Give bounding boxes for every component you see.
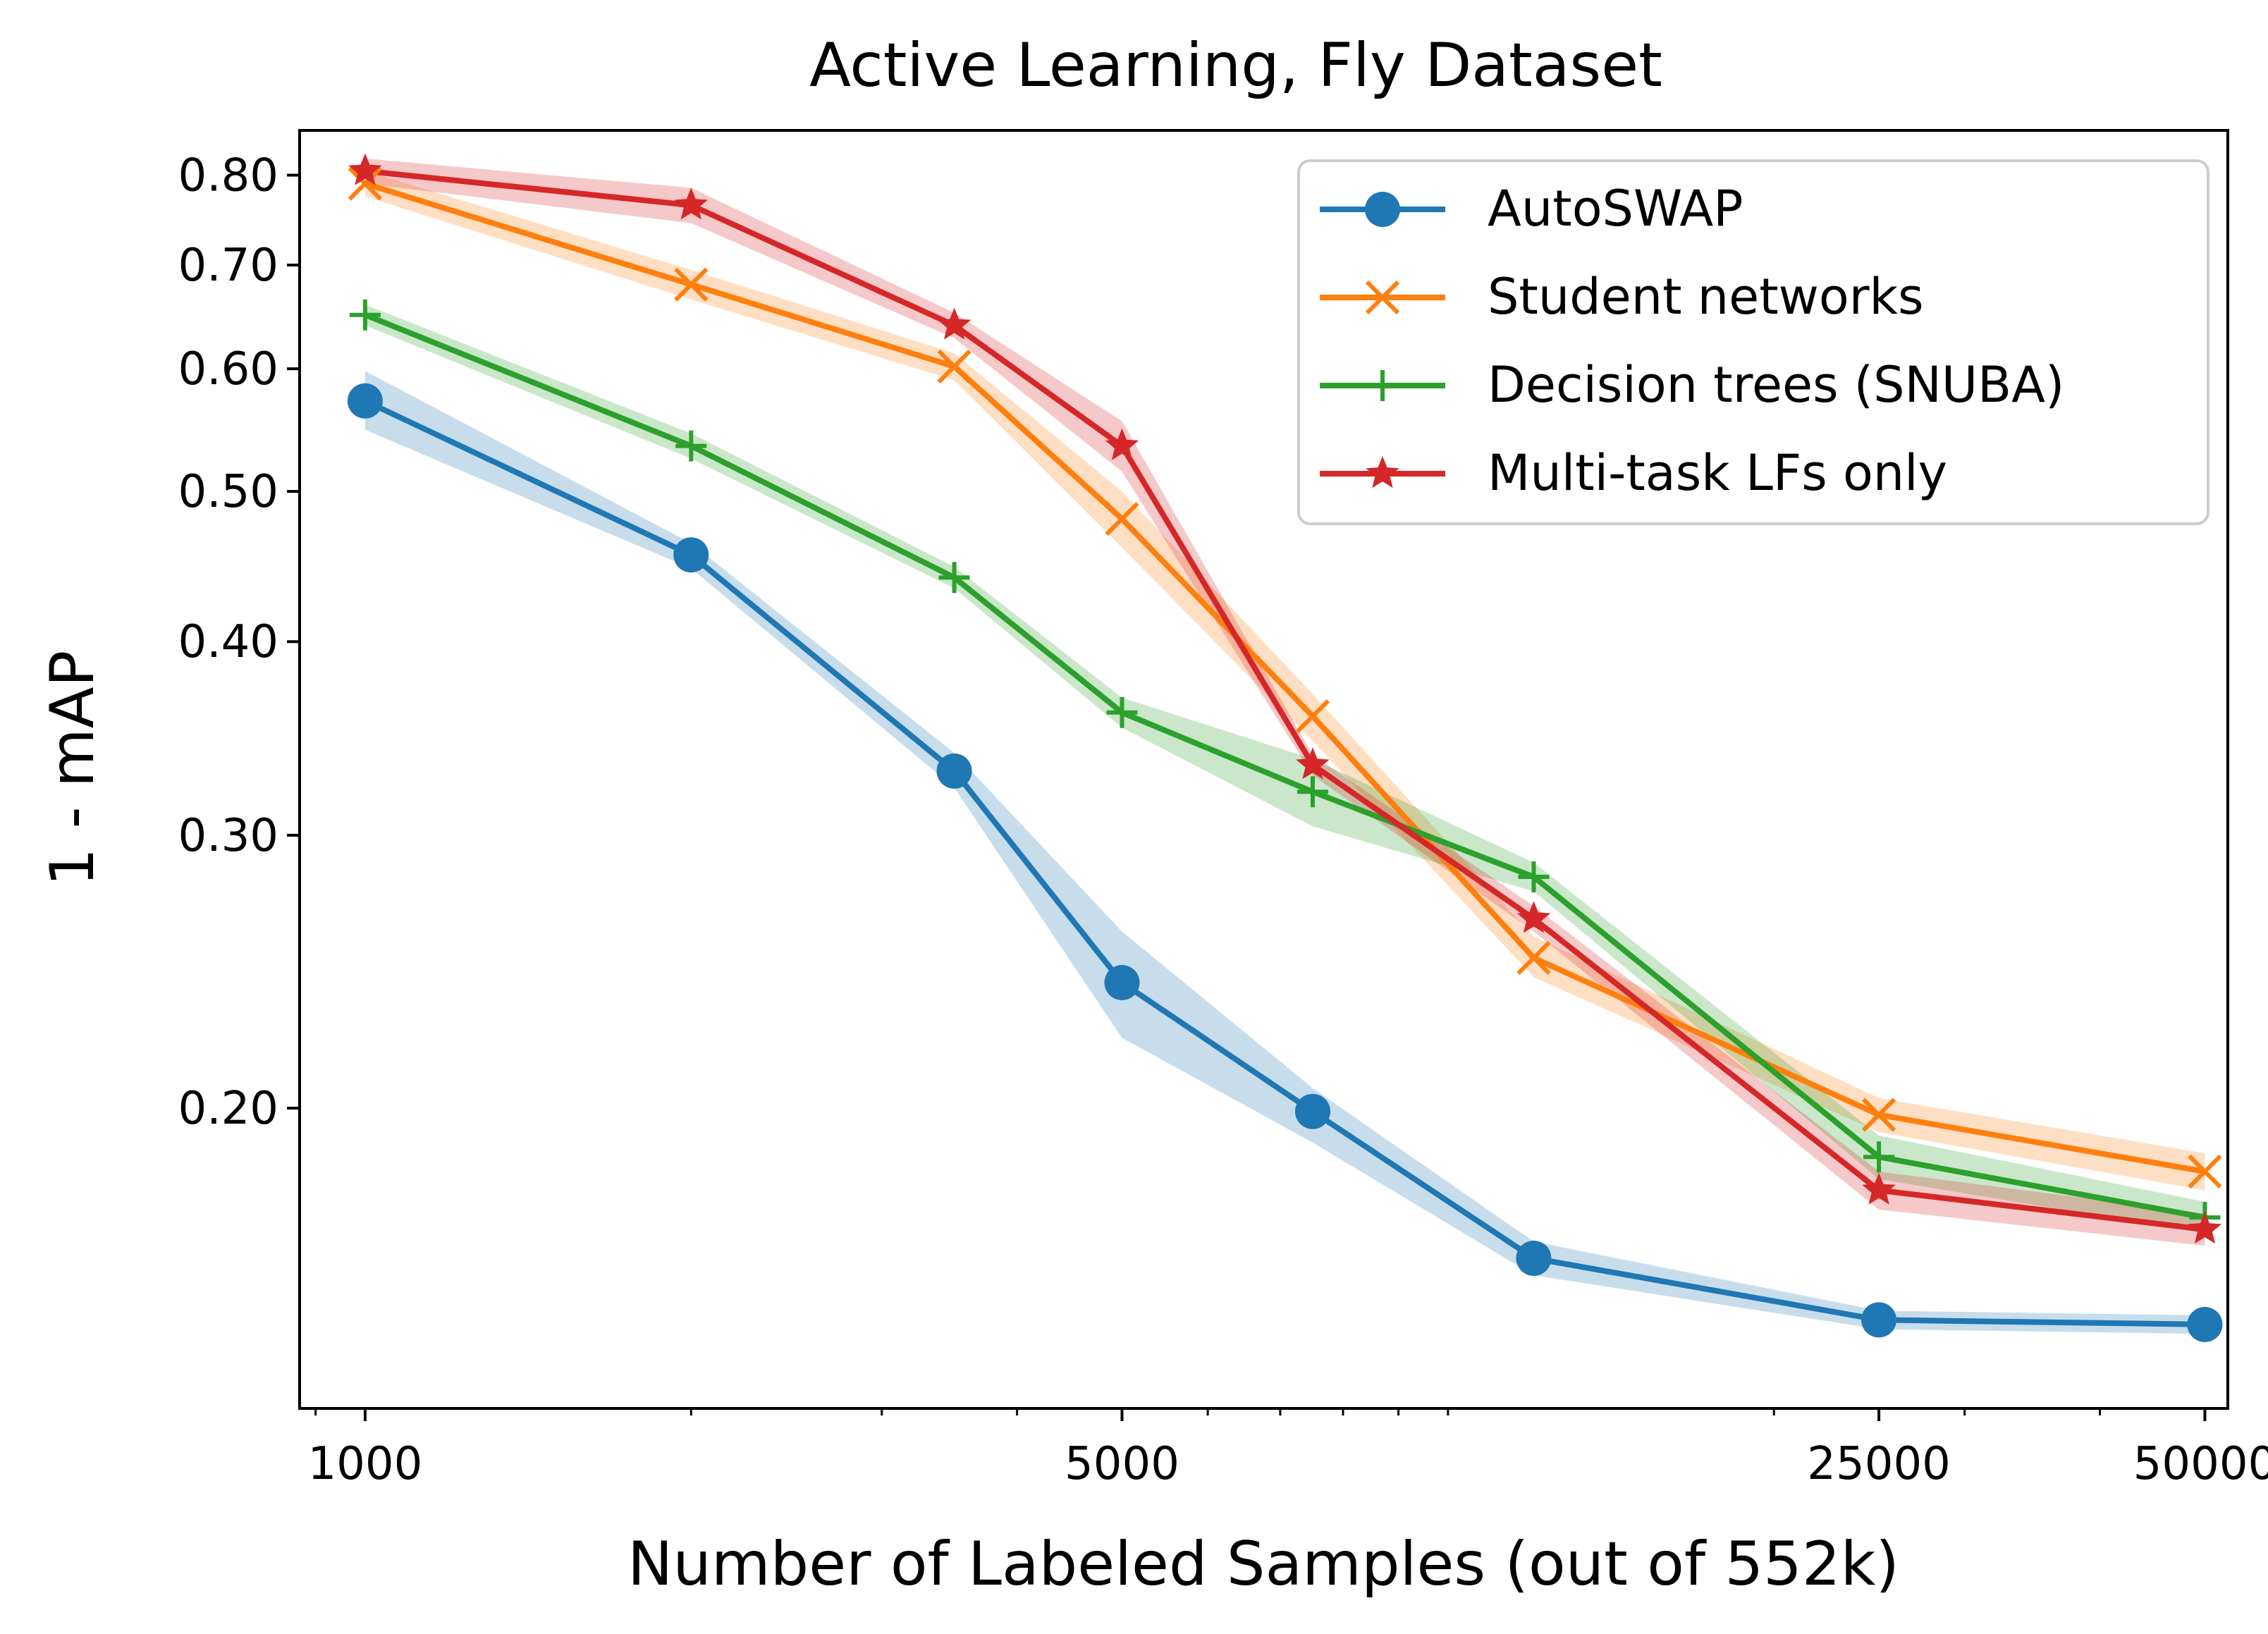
point-multi-task-lfs-only-1000 [348, 153, 382, 185]
point-student-networks-2000 [674, 267, 709, 302]
legend-marker-student-networks [1365, 280, 1400, 315]
legend-label-autoswap: AutoSWAP [1488, 180, 1743, 238]
x-tick-label: 5000 [1065, 1438, 1179, 1490]
point-student-networks-3500 [937, 349, 971, 384]
y-tick-label: 0.50 [178, 466, 279, 518]
legend-marker-decision-trees-snuba [1367, 370, 1398, 401]
y-tick-label: 0.40 [178, 616, 279, 668]
x-axis: 1000 5000 25000 50000 [307, 1408, 2268, 1490]
point-autoswap-25000 [1861, 1302, 1897, 1338]
legend-label-student-networks: Student networks [1488, 268, 1924, 326]
point-student-networks-1000 [348, 166, 383, 201]
point-multi-task-lfs-only-25000 [1862, 1172, 1896, 1205]
point-autoswap-2000 [673, 537, 709, 573]
legend-frame [1297, 159, 2209, 525]
y-tick-label: 0.30 [178, 810, 279, 862]
point-multi-task-lfs-only-3500 [937, 307, 971, 340]
y-tick-label: 0.60 [178, 343, 279, 395]
point-decision-trees-snuba-12000 [1518, 861, 1550, 892]
x-tick-label: 25000 [1807, 1438, 1951, 1490]
point-decision-trees-snuba-25000 [1863, 1141, 1895, 1173]
line-multi-task-lfs-only [364, 168, 2205, 1233]
legend-label-multi-task-lfs-only: Multi-task LFs only [1488, 444, 1947, 502]
point-decision-trees-snuba-5000 [1106, 696, 1138, 728]
point-autoswap-50000 [2187, 1306, 2223, 1342]
y-axis-label: 1 - mAP [37, 651, 108, 887]
legend-label-decision-trees-snuba: Decision trees (SNUBA) [1488, 356, 2064, 414]
legend-marker-autoswap [1365, 192, 1400, 227]
plot-frame [298, 129, 2229, 1410]
y-tick-label: 0.20 [178, 1083, 279, 1135]
chart-title: Active Learning, Fly Dataset [809, 30, 1662, 101]
point-student-networks-7500 [1295, 699, 1330, 734]
point-autoswap-12000 [1516, 1240, 1552, 1276]
point-autoswap-3500 [936, 753, 972, 789]
point-autoswap-7500 [1294, 1093, 1330, 1129]
x-tick-label: 1000 [307, 1438, 422, 1490]
series-markers [347, 153, 2223, 1342]
line-student-networks [364, 180, 2206, 1174]
point-multi-task-lfs-only-2000 [674, 188, 708, 220]
legend: AutoSWAP Student networks Decision trees (… [1297, 159, 2209, 525]
point-decision-trees-snuba-2000 [675, 430, 707, 462]
line-decision-trees-snuba [364, 312, 2206, 1221]
point-multi-task-lfs-only-7500 [1296, 747, 1330, 780]
point-decision-trees-snuba-7500 [1297, 776, 1328, 808]
point-multi-task-lfs-only-5000 [1105, 428, 1139, 460]
point-decision-trees-snuba-3500 [938, 562, 970, 594]
series-lines [364, 168, 2206, 1327]
y-axis: 0.80 0.70 0.60 0.50 0.40 0.30 0.20 [178, 149, 300, 1135]
band-student-networks [364, 171, 2205, 1191]
point-student-networks-50000 [2188, 1154, 2222, 1189]
y-tick-label: 0.70 [178, 240, 279, 292]
confidence-bands [364, 158, 2205, 1334]
point-student-networks-25000 [1861, 1098, 1896, 1132]
legend-marker-multi-task-lfs-only [1366, 456, 1399, 489]
point-decision-trees-snuba-1000 [349, 299, 381, 331]
point-autoswap-1000 [347, 383, 383, 419]
x-tick-label: 50000 [2133, 1438, 2268, 1490]
band-decision-trees-snuba [364, 305, 2205, 1234]
point-student-networks-12000 [1516, 940, 1551, 976]
point-multi-task-lfs-only-50000 [2188, 1212, 2222, 1244]
line-autoswap [364, 398, 2205, 1327]
point-student-networks-5000 [1105, 502, 1139, 536]
y-tick-label: 0.80 [178, 149, 279, 202]
point-multi-task-lfs-only-12000 [1516, 901, 1551, 933]
point-autoswap-5000 [1104, 964, 1140, 1000]
x-axis-label: Number of Labeled Samples (out of 552k) [627, 1529, 1899, 1599]
